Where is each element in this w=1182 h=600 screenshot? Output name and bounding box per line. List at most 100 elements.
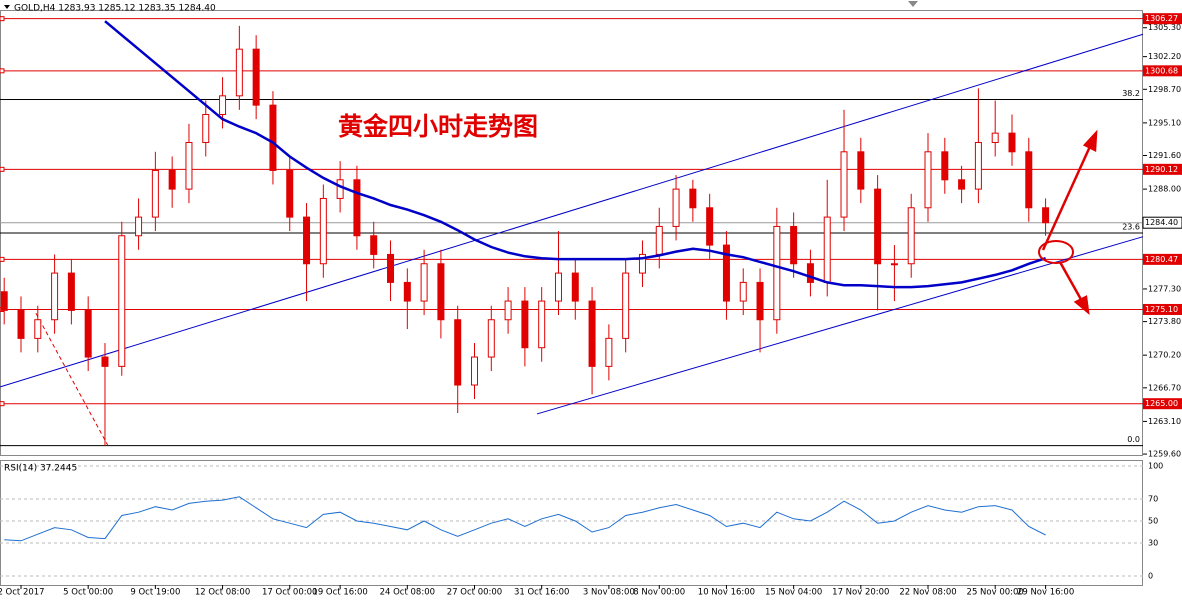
level-box	[1143, 398, 1182, 410]
y-tick-label: 1302.20	[1148, 52, 1181, 61]
candle-body	[0, 291, 8, 311]
candle-body	[991, 132, 999, 143]
x-tick-label: 10 Nov 16:00	[698, 588, 755, 598]
x-tick-label: 31 Oct 16:00	[514, 588, 569, 598]
candle-body	[235, 48, 243, 97]
candle-body	[387, 253, 395, 283]
candle-body	[890, 263, 898, 266]
candle-body	[924, 151, 932, 209]
candle-body	[84, 309, 92, 358]
candle-body	[655, 225, 663, 255]
moving-average	[104, 20, 1046, 289]
candle-body	[823, 216, 831, 283]
x-tick-label: 25 Nov 00:00	[967, 588, 1024, 598]
candle-body	[487, 319, 495, 358]
arrows	[1041, 129, 1098, 316]
fib-label: 38.2	[1122, 89, 1140, 98]
candle-body	[51, 272, 59, 321]
level-marker	[0, 256, 5, 262]
candle-body	[269, 104, 277, 171]
y-tick-label: 1270.20	[1148, 351, 1181, 360]
candle-body	[790, 225, 798, 265]
rsi-tick-label: 70	[1148, 495, 1158, 504]
y-tick-label: 1259.60	[1148, 450, 1181, 459]
candle-body	[34, 319, 42, 339]
candle-body	[319, 197, 327, 265]
last-price-label: 1284.40	[1145, 218, 1178, 227]
x-tick-label: 27 Oct 00:00	[447, 588, 502, 598]
trend-line	[35, 312, 109, 446]
level-label: 1265.00	[1145, 399, 1178, 408]
plot-layer: 1305.30 1302.20 1298.70 1295.10 1291.60 1288.…	[0, 13, 1182, 598]
level-box	[1143, 303, 1182, 315]
candle-body	[756, 281, 764, 321]
candle-body	[286, 169, 294, 218]
y-tick-label: 1263.10	[1148, 417, 1181, 426]
shift-marker	[908, 1, 918, 7]
fib-label: 23.6	[1122, 222, 1140, 231]
level-box	[1143, 253, 1182, 265]
y-tick-label: 1295.10	[1148, 118, 1181, 127]
candle-body	[739, 281, 747, 302]
rsi-title: RSI(14) 37.2445	[4, 464, 77, 474]
candle-body	[958, 179, 966, 190]
fib-label: 0.0	[1127, 435, 1140, 444]
x-tick-label: 12 Oct 08:00	[195, 588, 250, 598]
rsi-line	[4, 496, 1046, 542]
x-tick-label: 15 Nov 04:00	[765, 588, 822, 598]
candle-body	[1042, 207, 1050, 224]
level-box	[1143, 13, 1182, 25]
header-icon	[4, 5, 10, 9]
level-box	[1143, 65, 1182, 77]
candle-body	[521, 300, 529, 349]
x-tick-label: 29 Nov 16:00	[1017, 588, 1074, 598]
candle-body	[135, 216, 143, 237]
candle-body	[168, 169, 176, 190]
x-tick-label: 3 Nov 08:00	[583, 588, 635, 598]
candle-body	[437, 263, 445, 321]
level-marker	[0, 401, 5, 407]
trend-line	[0, 33, 1144, 388]
x-tick-label: 2 Oct 2017	[0, 588, 45, 598]
candle-body	[420, 263, 428, 302]
y-tick-label: 1273.80	[1148, 317, 1181, 326]
y-tick-label: 1277.30	[1148, 284, 1181, 293]
candle-body	[202, 113, 210, 143]
candle-body	[17, 309, 25, 339]
candle-body	[118, 235, 126, 367]
candle-body	[941, 151, 949, 181]
x-tick-label: 17 Nov 20:00	[832, 588, 889, 598]
candle-body	[471, 356, 479, 386]
level-marker	[0, 166, 5, 172]
candle-body	[1025, 151, 1033, 209]
x-tick-label: 5 Oct 00:00	[63, 588, 113, 598]
candle-body	[874, 188, 882, 265]
candle-body	[67, 272, 75, 311]
candle-body	[1008, 132, 1016, 153]
candle-body	[303, 216, 311, 265]
level-label: 1290.12	[1145, 165, 1178, 174]
candle-body	[151, 169, 159, 218]
rsi-tick-label: 0	[1148, 572, 1153, 581]
candle-body	[336, 179, 344, 199]
x-tick-label: 8 Nov 00:00	[633, 588, 685, 598]
rsi-tick-label: 50	[1148, 517, 1158, 526]
candle-body	[773, 225, 781, 321]
candle-body	[554, 272, 562, 302]
y-tick-label: 1305.30	[1148, 23, 1181, 32]
candle-body	[504, 300, 512, 321]
level-label: 1275.10	[1145, 305, 1178, 314]
candle-body	[588, 300, 596, 367]
candle-body	[706, 207, 714, 246]
candle-body	[454, 319, 462, 386]
level-marker	[0, 68, 5, 74]
candle-body	[638, 253, 646, 274]
candle-body	[219, 95, 227, 115]
candle-body	[370, 235, 378, 255]
candle-body	[840, 151, 848, 218]
trend-line	[536, 236, 1144, 415]
x-tick-label: 22 Nov 08:00	[899, 588, 956, 598]
candle-body	[974, 141, 982, 190]
